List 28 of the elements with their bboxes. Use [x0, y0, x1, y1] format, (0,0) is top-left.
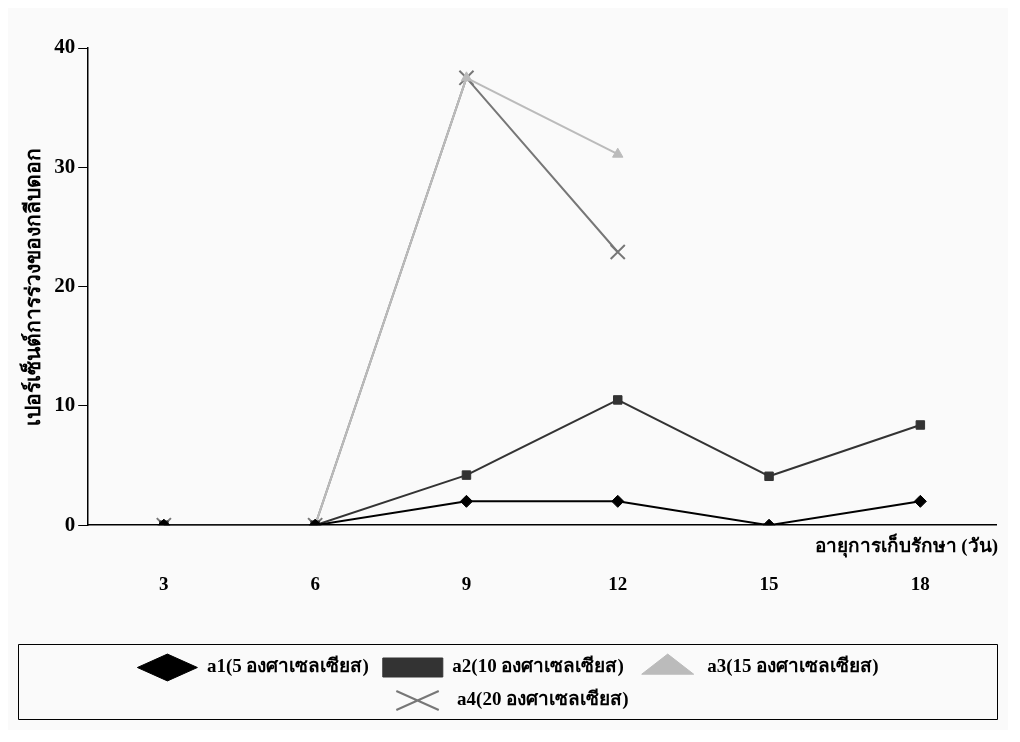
x-tick-label: 6: [310, 572, 320, 594]
x-tick-label: 15: [759, 572, 779, 594]
legend-label: a2(10 องศาเซลเซียส): [452, 655, 624, 678]
y-tick-label: 30: [54, 153, 76, 178]
legend-label: a1(5 องศาเซลเซียส): [206, 655, 369, 678]
point: [461, 470, 472, 480]
point: [612, 147, 624, 158]
y-tick-label: 10: [54, 392, 76, 417]
point: [611, 494, 625, 508]
point: [613, 395, 623, 405]
legend-label: a4(20 องศาเซลเซียส): [457, 688, 629, 711]
point: [460, 71, 473, 82]
point: [458, 69, 475, 86]
point: [459, 494, 473, 508]
point: [764, 471, 774, 482]
x-tick-label: 3: [159, 572, 169, 594]
point: [915, 420, 926, 430]
y-tick-label: 0: [64, 511, 76, 536]
y-axis-title: เปอร์เซ็นต์การร่วงของกลีบดอก: [19, 147, 46, 426]
x-tick-label: 12: [608, 572, 628, 594]
legend-label: a3(15 องศาเซลเซียส): [707, 655, 879, 678]
y-tick-label: 20: [54, 273, 76, 298]
y-tick-label: 40: [54, 34, 76, 59]
x-tick-label: 18: [910, 572, 930, 594]
point: [913, 494, 927, 508]
x-tick-label: 9: [461, 572, 472, 594]
x-axis-title: อายุการเก็บรักษา (วัน): [814, 532, 998, 558]
point: [609, 243, 626, 261]
